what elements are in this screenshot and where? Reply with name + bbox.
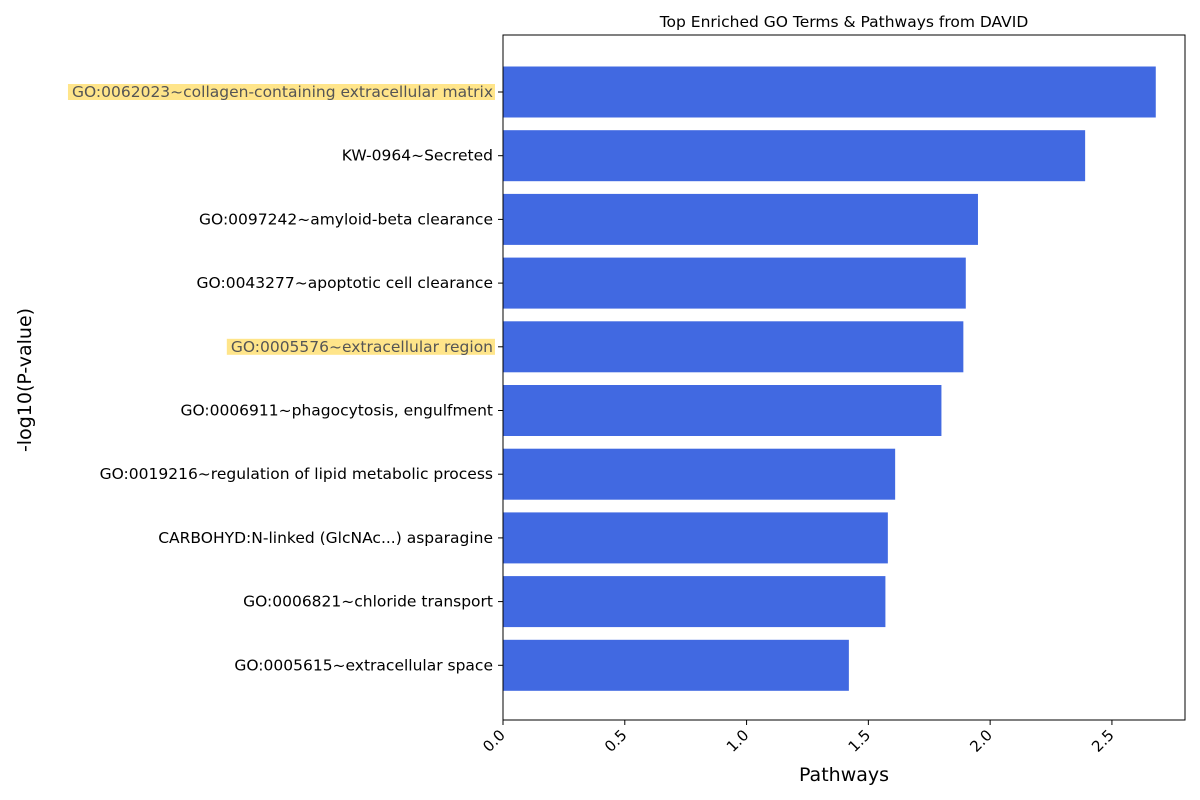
bar bbox=[503, 257, 966, 309]
bar bbox=[503, 639, 849, 691]
category-label: GO:0019216~regulation of lipid metabolic… bbox=[100, 465, 493, 483]
category-label: GO:0006821~chloride transport bbox=[243, 593, 493, 611]
bar bbox=[503, 193, 978, 245]
category-label: GO:0005615~extracellular space bbox=[234, 656, 493, 674]
bar bbox=[503, 66, 1156, 118]
bar bbox=[503, 385, 942, 436]
chart-title: Top Enriched GO Terms & Pathways from DA… bbox=[659, 13, 1029, 31]
plot-frame bbox=[502, 34, 1186, 721]
category-label: GO:0006911~phagocytosis, engulfment bbox=[180, 402, 493, 420]
category-labels-group: GO:0062023~collagen-containing extracell… bbox=[72, 83, 493, 674]
y-axis-title: -log10(P-value) bbox=[14, 308, 36, 452]
bar bbox=[503, 576, 886, 628]
category-label: GO:0062023~collagen-containing extracell… bbox=[72, 83, 493, 101]
highlight-group bbox=[67, 84, 495, 355]
bar bbox=[503, 448, 896, 500]
category-label: KW-0964~Secreted bbox=[342, 147, 493, 165]
bar bbox=[503, 130, 1086, 182]
category-label: GO:0043277~apoptotic cell clearance bbox=[197, 274, 493, 292]
category-label: GO:0005576~extracellular region bbox=[231, 338, 493, 356]
category-label: GO:0097242~amyloid-beta clearance bbox=[199, 210, 493, 228]
label-highlight bbox=[67, 84, 495, 100]
bar bbox=[503, 512, 888, 564]
category-label: CARBOHYD:N-linked (GlcNAc...) asparagine bbox=[158, 529, 493, 547]
bar bbox=[503, 321, 964, 373]
bars-group bbox=[503, 66, 1156, 691]
label-highlight bbox=[226, 338, 495, 355]
x-axis-title: Pathways bbox=[799, 764, 889, 786]
